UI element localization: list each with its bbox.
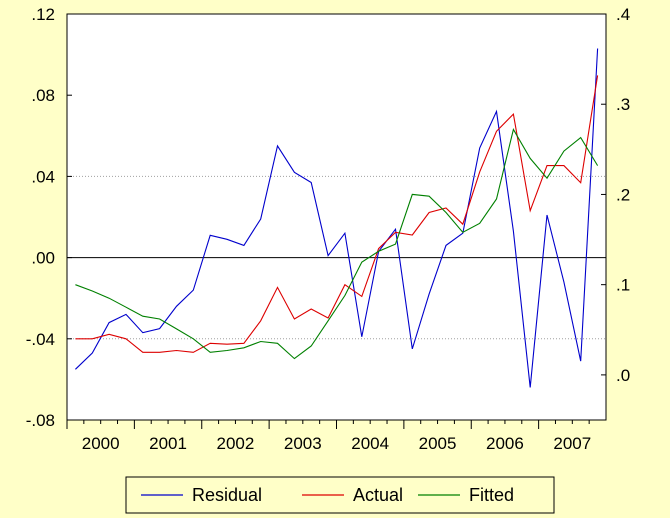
legend-label-fitted: Fitted — [469, 485, 514, 505]
left-tick-label: .04 — [31, 167, 55, 186]
right-tick-label: .3 — [616, 95, 630, 114]
series-line-actual — [75, 75, 599, 353]
left-axis: -.08 -.04 .00 .04 .08 .12 — [26, 5, 72, 430]
series-line-residual — [75, 48, 599, 388]
left-tick-label: .08 — [31, 86, 55, 105]
legend: Residual Actual Fitted — [125, 476, 555, 514]
x-tick-label: 2002 — [217, 434, 255, 453]
left-tick-label: -.08 — [26, 411, 55, 430]
x-tick-label: 2007 — [553, 434, 591, 453]
series-lines — [75, 48, 599, 388]
legend-label-residual: Residual — [192, 485, 262, 505]
left-tick-label: -.04 — [26, 330, 55, 349]
right-tick-label: .0 — [616, 366, 630, 385]
x-tick-label: 2001 — [149, 434, 187, 453]
legend-label-actual: Actual — [353, 485, 403, 505]
right-axis: .0 .1 .2 .3 .4 — [601, 5, 630, 385]
series-line-fitted — [75, 128, 599, 360]
plot-area — [67, 14, 606, 420]
x-tick-label: 2005 — [419, 434, 457, 453]
right-tick-label: .4 — [616, 5, 630, 24]
x-tick-label: 2003 — [284, 434, 322, 453]
x-tick-label: 2000 — [82, 434, 120, 453]
left-tick-label: .00 — [31, 249, 55, 268]
x-tick-label: 2004 — [351, 434, 389, 453]
left-tick-label: .12 — [31, 5, 55, 24]
x-tick-label: 2006 — [486, 434, 524, 453]
right-tick-label: .2 — [616, 185, 630, 204]
right-tick-label: .1 — [616, 276, 630, 295]
x-axis: 2000 2001 2002 2003 2004 2005 2006 2007 — [66, 420, 591, 453]
